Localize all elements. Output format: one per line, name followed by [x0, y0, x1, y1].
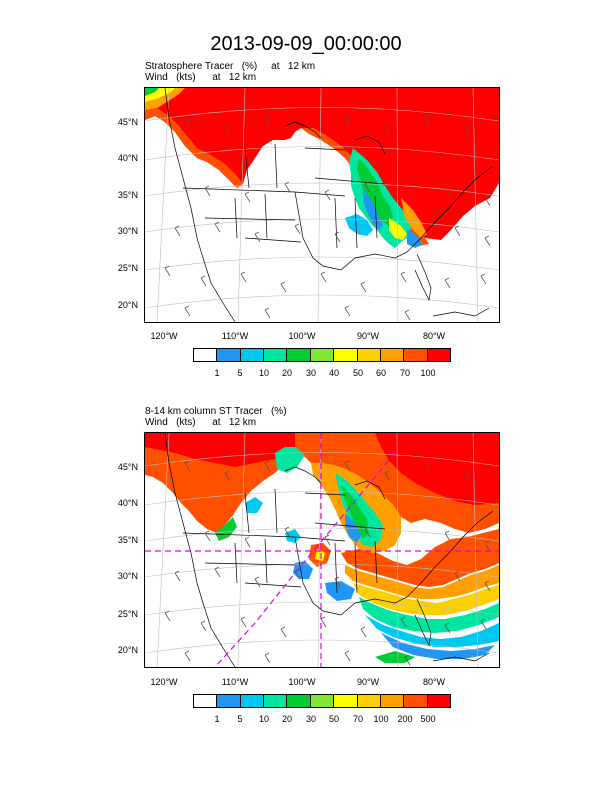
colorbar-swatch — [287, 695, 311, 707]
panel1-colorbar-label: 40 — [328, 368, 339, 378]
panel2-lat-label: 35°N — [117, 535, 138, 545]
panel2-lon-label: 110°W — [221, 677, 249, 687]
panel2-lat-label: 25°N — [117, 609, 138, 619]
colorbar-swatch — [240, 695, 265, 707]
panel1-colorbar-label: 20 — [281, 368, 292, 378]
panel2-map — [144, 432, 500, 668]
panel2-lat-label: 30°N — [117, 571, 138, 581]
panel1-colorbar-label: 60 — [375, 368, 386, 378]
panel1-lat-label: 20°N — [117, 300, 138, 310]
colorbar-swatch — [310, 349, 335, 361]
panel2-label-line2: Wind (kts) at 12 km — [145, 417, 257, 428]
panel1-colorbar-label: 10 — [258, 368, 269, 378]
panel2-colorbar-label: 5 — [237, 714, 243, 724]
panel2-colorbar-label: 100 — [373, 714, 389, 724]
colorbar-swatch — [334, 349, 358, 361]
panel1-lat-label: 25°N — [117, 263, 138, 273]
panel1-lon-label: 90°W — [356, 331, 380, 341]
colorbar-swatch — [357, 695, 381, 707]
panel2-colorbar — [193, 694, 451, 708]
colorbar-swatch — [404, 695, 428, 707]
panel2-colorbar-label: 10 — [258, 714, 269, 724]
panel2-colorbar-label: 50 — [328, 714, 339, 724]
panel1-lon-label: 110°W — [221, 331, 249, 341]
panel1-lon-label: 120°W — [150, 331, 178, 341]
panel1-lon-label: 80°W — [422, 331, 446, 341]
panel2-label-line1: 8-14 km column ST Tracer (%) — [145, 406, 287, 417]
colorbar-swatch — [357, 349, 381, 361]
colorbar-swatch — [310, 695, 335, 707]
colorbar-swatch — [427, 695, 450, 707]
panel2-colorbar-label: 500 — [420, 714, 436, 724]
panel1-colorbar-label: 5 — [237, 368, 243, 378]
colorbar-swatch — [194, 349, 218, 361]
panel1-colorbar-label: 50 — [352, 368, 363, 378]
panel2-lon-label: 90°W — [356, 677, 380, 687]
colorbar-swatch — [427, 349, 450, 361]
colorbar-swatch — [380, 695, 405, 707]
colorbar-swatch — [380, 349, 405, 361]
colorbar-swatch — [240, 349, 265, 361]
colorbar-swatch — [404, 349, 428, 361]
colorbar-swatch — [264, 695, 288, 707]
panel1-lat-label: 40°N — [117, 153, 138, 163]
colorbar-swatch — [194, 695, 218, 707]
panel1-colorbar — [193, 348, 451, 362]
panel1-map — [144, 87, 500, 323]
panel2-colorbar-label: 1 — [214, 714, 220, 724]
panel1-colorbar-label: 100 — [420, 368, 436, 378]
panel1-lon-label: 100°W — [288, 331, 316, 341]
panel1-label-line1: Stratosphere Tracer (%) at 12 km — [145, 61, 316, 72]
panel1-colorbar-label: 70 — [399, 368, 410, 378]
panel2-colorbar-label: 200 — [397, 714, 413, 724]
colorbar-swatch — [264, 349, 288, 361]
panel1-lat-label: 45°N — [117, 117, 138, 127]
panel1-colorbar-label: 1 — [214, 368, 220, 378]
panel2-colorbar-label: 70 — [352, 714, 363, 724]
panel2-lon-label: 80°W — [422, 677, 446, 687]
colorbar-swatch — [287, 349, 311, 361]
panel1-label-line2: Wind (kts) at 12 km — [145, 72, 257, 83]
panel1-lat-label: 35°N — [117, 190, 138, 200]
panel1-lat-label: 30°N — [117, 226, 138, 236]
panel2-lat-label: 45°N — [117, 462, 138, 472]
main-title: 2013-09-09_00:00:00 — [210, 33, 402, 55]
panel2-lon-label: 120°W — [150, 677, 178, 687]
colorbar-swatch — [217, 349, 241, 361]
panel2-lat-label: 40°N — [117, 498, 138, 508]
panel2-lat-label: 20°N — [117, 645, 138, 655]
panel2-colorbar-label: 20 — [281, 714, 292, 724]
panel2-colorbar-label: 30 — [305, 714, 316, 724]
colorbar-swatch — [334, 695, 358, 707]
panel2-lon-label: 100°W — [288, 677, 316, 687]
colorbar-swatch — [217, 695, 241, 707]
panel1-colorbar-label: 30 — [305, 368, 316, 378]
